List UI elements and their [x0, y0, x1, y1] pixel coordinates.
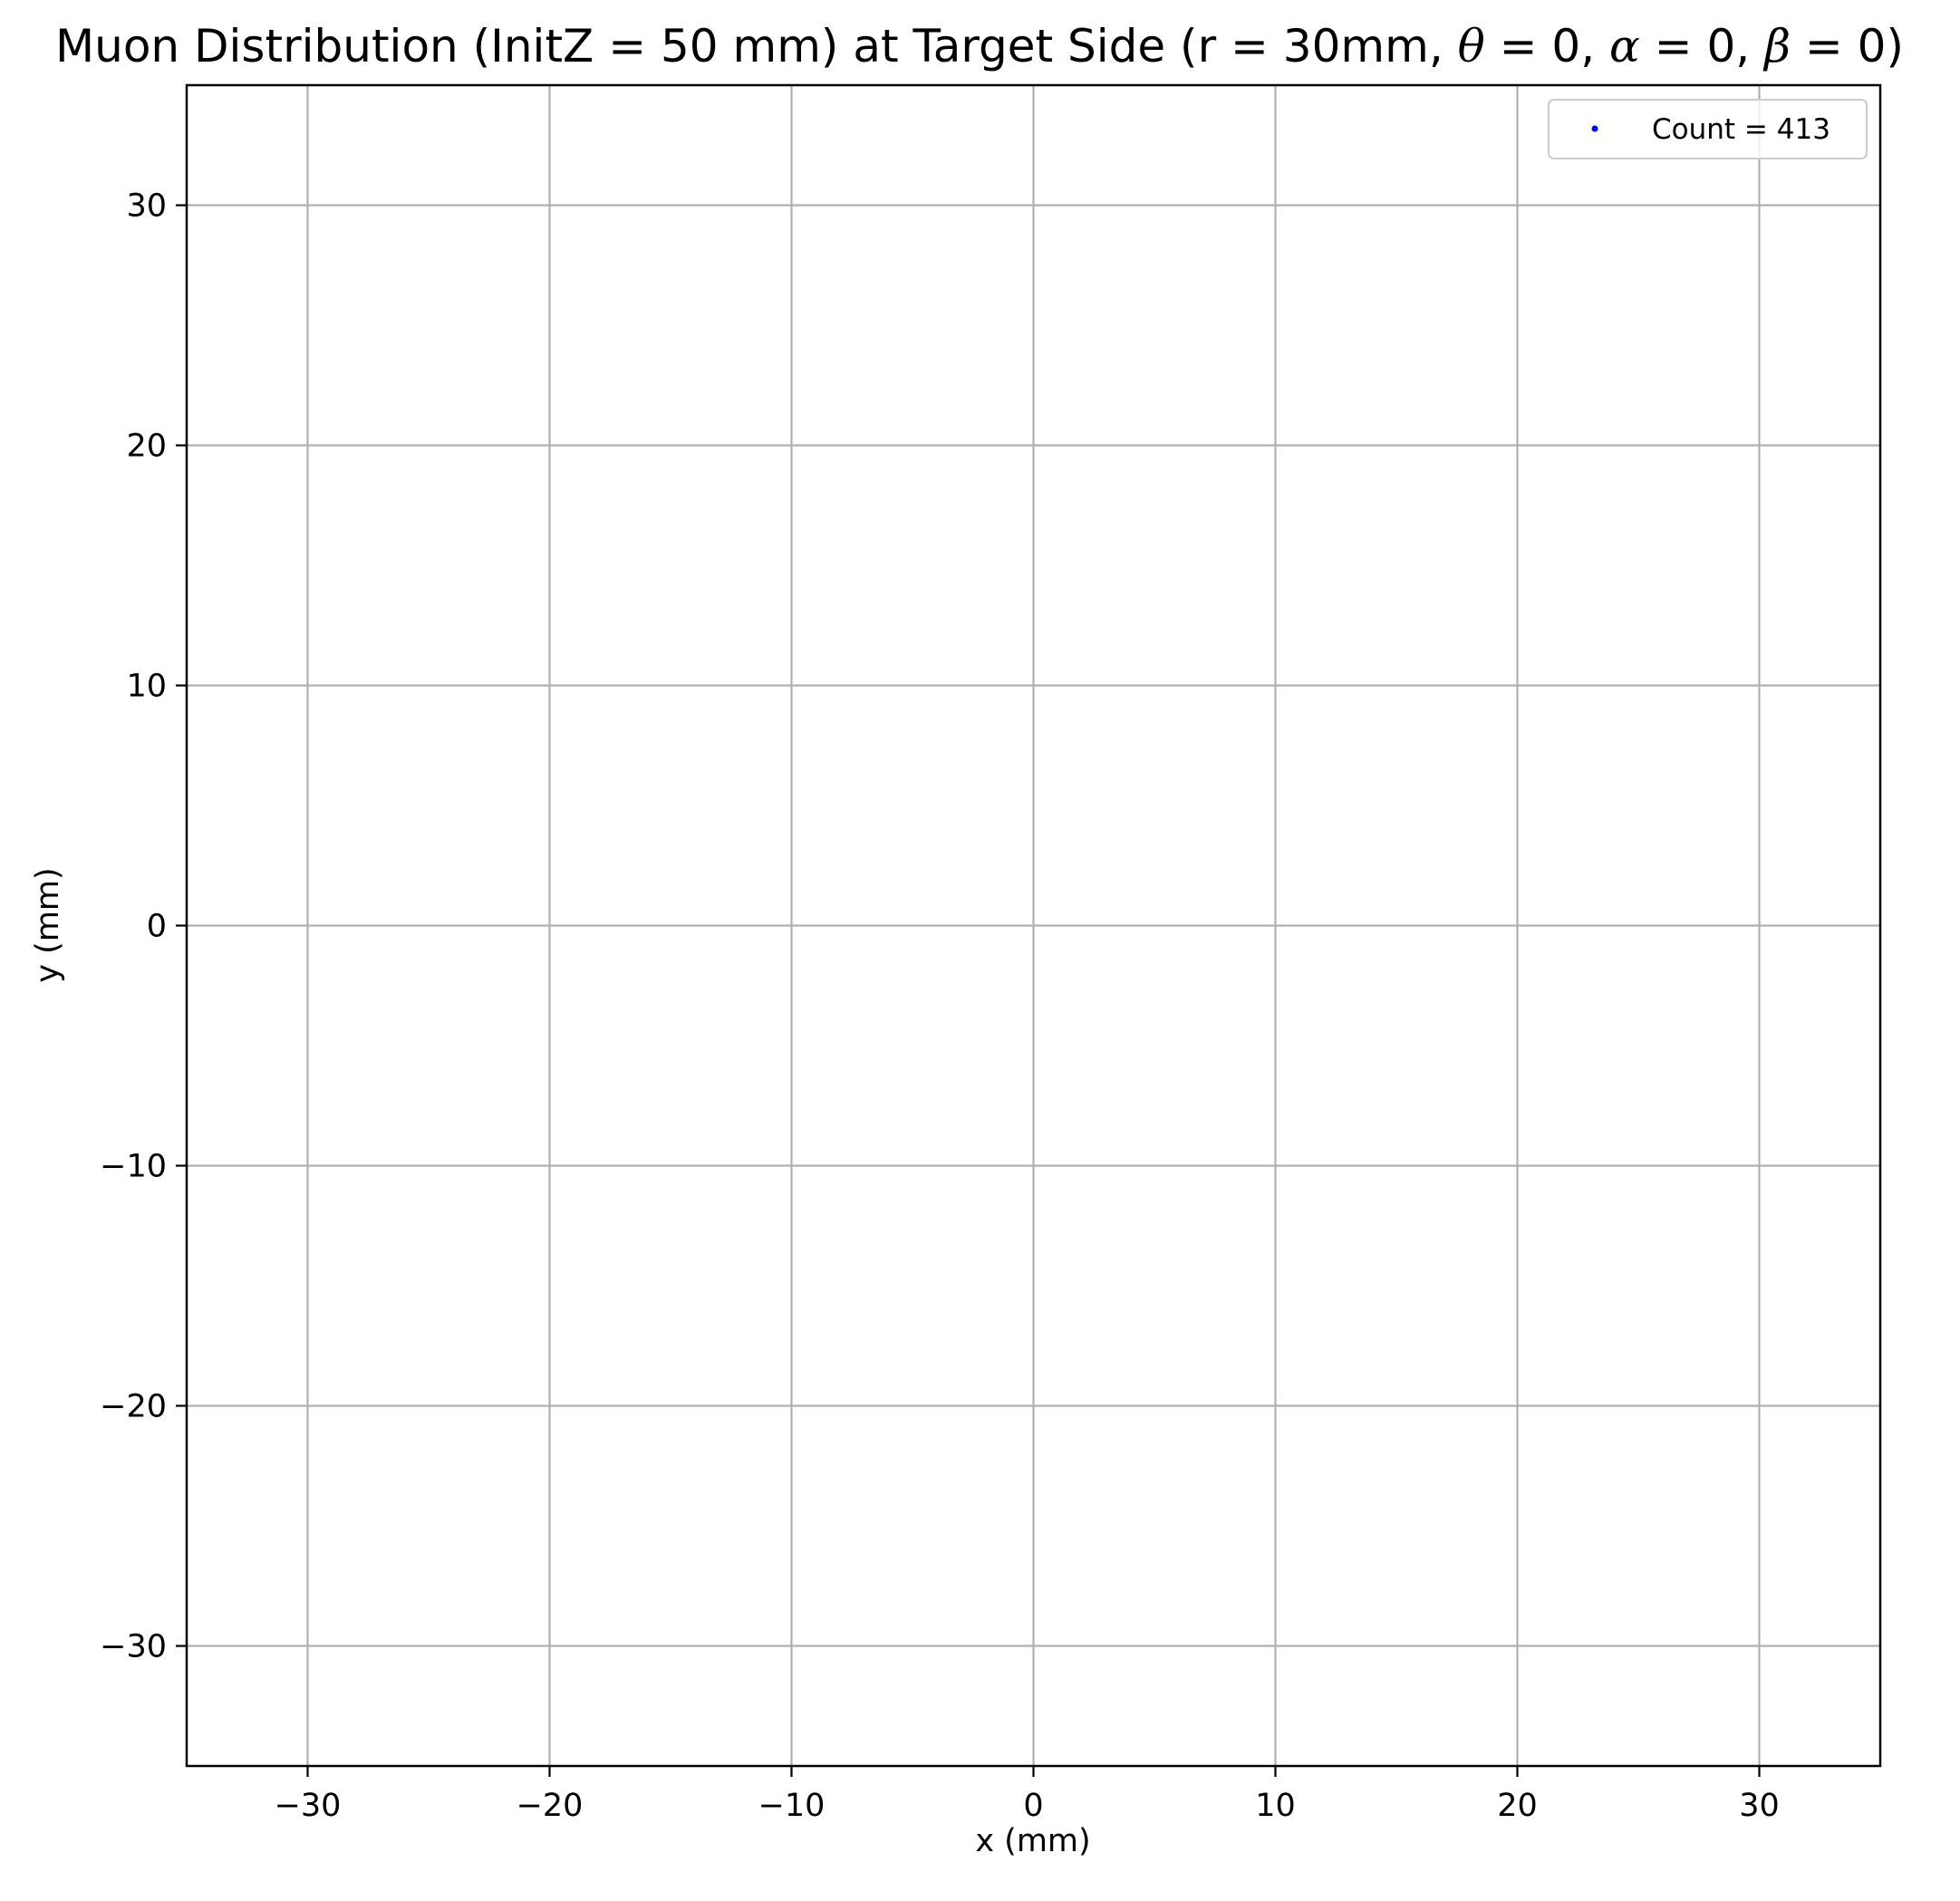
x-tick-label: −10 [758, 1788, 826, 1824]
y-tick-label: 0 [147, 909, 167, 945]
chart-title-part: Muon Distribution (InitZ = 50 mm) at Tar… [55, 20, 1458, 72]
ticks: −30 −20 −10 0 10 20 30 −30 −20 −10 0 10 20 30 [100, 188, 1780, 1825]
grid [187, 85, 1880, 1766]
legend-label: Count = 413 [1652, 113, 1830, 146]
x-tick-label: 0 [1023, 1788, 1043, 1824]
legend-marker [1591, 125, 1598, 132]
chart-title: Muon Distribution (InitZ = 50 mm) at Tar… [55, 20, 1904, 72]
chart-title-part: = 0) [1791, 20, 1904, 72]
chart-title-part: = 0, [1640, 20, 1764, 72]
legend-frame [1548, 99, 1868, 159]
x-tick-label: 30 [1739, 1788, 1780, 1824]
y-tick-label: 20 [126, 429, 167, 465]
x-tick-label: 10 [1255, 1788, 1296, 1824]
chart-title-part: α [1609, 20, 1640, 72]
y-tick-label: −30 [100, 1629, 167, 1665]
y-tick-label: 30 [126, 188, 167, 225]
chart-title-part: = 0, [1485, 20, 1609, 72]
y-tick-label: −10 [100, 1149, 167, 1185]
x-tick-label: −30 [275, 1788, 342, 1824]
y-tick-label: −20 [100, 1389, 167, 1425]
x-axis-label: x (mm) [975, 1823, 1090, 1859]
x-tick-label: 20 [1497, 1788, 1538, 1824]
chart-title-part: θ [1458, 20, 1485, 72]
chart-title-part: β [1762, 20, 1791, 72]
legend: Count = 413 [1548, 99, 1868, 159]
y-axis-label: y (mm) [30, 867, 66, 982]
x-tick-label: −20 [517, 1788, 584, 1824]
y-tick-label: 10 [126, 669, 167, 705]
